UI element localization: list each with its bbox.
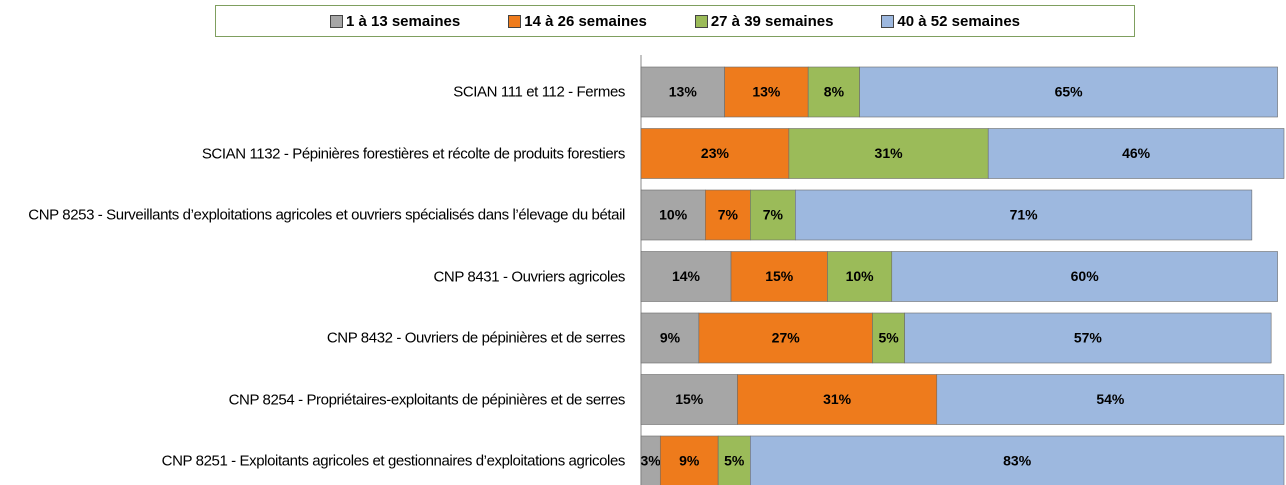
legend-label: 40 à 52 semaines xyxy=(897,12,1021,30)
bar-segment xyxy=(807,66,860,118)
bar-segment xyxy=(750,435,1285,485)
bar-segment xyxy=(737,374,938,425)
legend-label: 1 à 13 semaines xyxy=(345,12,461,30)
bar-segment xyxy=(987,128,1285,179)
data-label: 54% xyxy=(1096,391,1125,407)
bar-segment xyxy=(640,189,706,241)
data-label: 10% xyxy=(846,268,875,284)
legend-swatch xyxy=(881,14,895,28)
data-label: 7% xyxy=(763,207,784,223)
data-label: 60% xyxy=(1071,268,1100,284)
legend-item: 40 à 52 semaines xyxy=(881,13,1020,30)
bar-segment xyxy=(872,312,905,364)
legend-swatch xyxy=(329,14,343,28)
category-label: CNP 8251 - Exploitants agricoles et gest… xyxy=(161,452,626,470)
data-label: 14% xyxy=(672,268,701,284)
data-label: 3% xyxy=(641,453,662,469)
bar-segment xyxy=(640,374,738,425)
data-label: 83% xyxy=(1003,453,1032,469)
bar-segment xyxy=(704,189,751,241)
data-label: 7% xyxy=(718,207,739,223)
data-label: 46% xyxy=(1122,145,1151,161)
data-label: 31% xyxy=(875,145,904,161)
data-label: 57% xyxy=(1074,330,1103,346)
category-label: CNP 8431 - Ouvriers agricoles xyxy=(433,268,625,285)
legend-swatch xyxy=(508,14,522,28)
bar-segment xyxy=(659,435,719,485)
bar-segment xyxy=(640,312,700,364)
bar-segment xyxy=(750,189,796,241)
bar-segment xyxy=(795,189,1253,241)
legend-item: 1 à 13 semaines xyxy=(329,12,461,30)
bar-segment xyxy=(717,435,751,485)
bar-segment xyxy=(724,66,809,118)
bar-segment xyxy=(891,251,1278,302)
bar-segment xyxy=(904,312,1272,364)
category-label: CNP 8253 - Surveillants d’exploitations … xyxy=(28,206,625,224)
category-label: CNP 8254 - Propriétaires-exploitants de … xyxy=(228,391,626,408)
legend-item: 14 à 26 semaines xyxy=(508,13,647,30)
data-label: 10% xyxy=(659,207,688,223)
bar-segment xyxy=(859,66,1278,118)
data-label: 5% xyxy=(878,330,899,346)
legend: 1 à 13 semaines 14 à 26 semaines 27 à 39 s… xyxy=(215,5,1135,37)
data-label: 5% xyxy=(724,453,745,469)
category-label: SCIAN 1132 - Pépinières forestières et r… xyxy=(201,145,626,162)
bar-segment xyxy=(827,251,893,302)
data-label: 8% xyxy=(824,84,845,100)
category-label: SCIAN 111 et 112 - Fermes xyxy=(453,83,625,101)
data-label: 31% xyxy=(823,391,852,407)
bar-segment xyxy=(698,312,873,364)
bar-segment xyxy=(640,251,732,302)
data-label: 9% xyxy=(660,330,681,346)
category-label: CNP 8432 - Ouvriers de pépinières et de … xyxy=(326,329,626,347)
data-label: 13% xyxy=(669,84,698,100)
data-label: 71% xyxy=(1010,207,1039,223)
legend-item: 27 à 39 semaines xyxy=(694,12,834,30)
data-label: 15% xyxy=(675,391,704,407)
legend-label: 14 à 26 semaines xyxy=(524,12,647,30)
bar-segment xyxy=(640,66,725,118)
data-label: 23% xyxy=(701,145,730,161)
legend-swatch xyxy=(694,14,708,28)
data-label: 9% xyxy=(679,453,700,469)
bar-segment xyxy=(788,128,989,179)
data-label: 13% xyxy=(752,84,781,100)
data-label: 15% xyxy=(765,268,794,284)
data-label: 65% xyxy=(1055,84,1084,100)
bar-segment xyxy=(936,374,1285,425)
legend-label: 27 à 39 semaines xyxy=(710,12,834,30)
data-label: 27% xyxy=(772,330,801,346)
bar-segment xyxy=(730,251,828,302)
